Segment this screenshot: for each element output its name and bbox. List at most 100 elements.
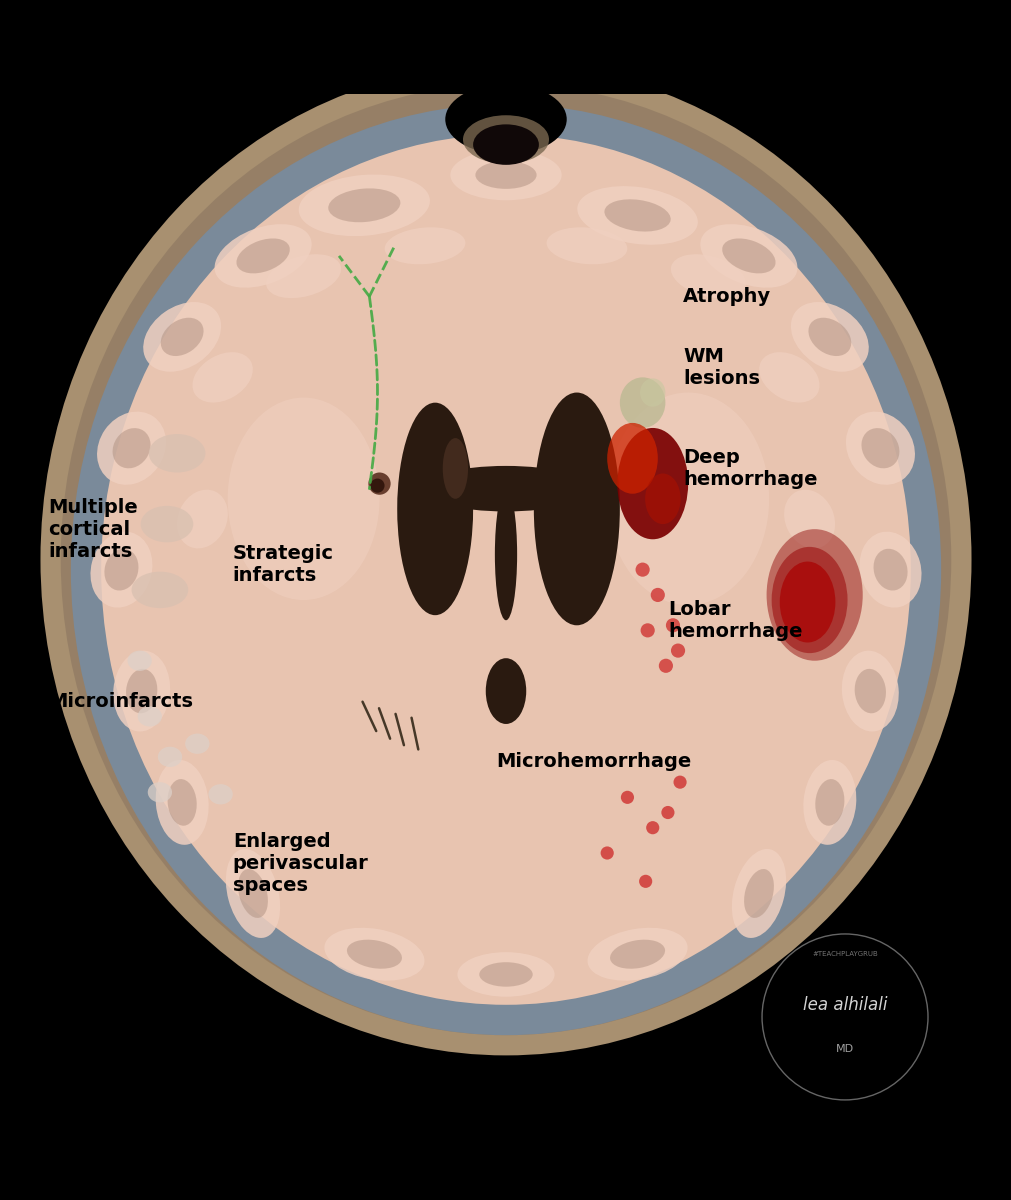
Text: Microhemorrhage: Microhemorrhage — [495, 752, 691, 772]
Ellipse shape — [854, 668, 885, 713]
Circle shape — [670, 643, 684, 658]
Ellipse shape — [158, 746, 182, 767]
Text: lea alhilali: lea alhilali — [802, 996, 887, 1014]
Ellipse shape — [607, 392, 768, 605]
Ellipse shape — [347, 940, 401, 968]
Ellipse shape — [127, 650, 152, 671]
Ellipse shape — [266, 254, 341, 298]
Ellipse shape — [144, 302, 220, 372]
Ellipse shape — [71, 104, 940, 1036]
Text: Lobar
hemorrhage: Lobar hemorrhage — [667, 600, 802, 641]
Ellipse shape — [238, 869, 268, 918]
Circle shape — [600, 846, 613, 859]
Ellipse shape — [841, 650, 898, 732]
Ellipse shape — [479, 962, 532, 986]
Ellipse shape — [420, 466, 591, 511]
Ellipse shape — [743, 869, 773, 918]
Ellipse shape — [185, 733, 209, 754]
Ellipse shape — [791, 302, 867, 372]
Ellipse shape — [298, 174, 430, 236]
Text: WM
lesions: WM lesions — [682, 347, 759, 388]
Ellipse shape — [815, 779, 843, 826]
Ellipse shape — [475, 161, 536, 188]
Ellipse shape — [450, 150, 561, 200]
Ellipse shape — [113, 650, 170, 732]
Ellipse shape — [177, 490, 227, 548]
Ellipse shape — [325, 928, 424, 980]
Ellipse shape — [131, 571, 188, 608]
Text: Deep
hemorrhage: Deep hemorrhage — [682, 448, 817, 488]
Text: Enlarged
perivascular
spaces: Enlarged perivascular spaces — [233, 832, 368, 895]
Ellipse shape — [61, 84, 950, 1036]
Text: Atrophy: Atrophy — [682, 287, 770, 306]
Ellipse shape — [607, 422, 657, 493]
Ellipse shape — [101, 134, 910, 1004]
Ellipse shape — [872, 548, 907, 590]
Ellipse shape — [396, 403, 472, 616]
Ellipse shape — [370, 479, 384, 493]
Ellipse shape — [731, 850, 786, 938]
Circle shape — [661, 806, 673, 820]
Ellipse shape — [700, 224, 797, 288]
Ellipse shape — [617, 428, 687, 539]
Ellipse shape — [168, 779, 196, 826]
Text: Microinfarcts: Microinfarcts — [49, 691, 193, 710]
Ellipse shape — [328, 188, 400, 222]
Ellipse shape — [445, 84, 566, 155]
Ellipse shape — [766, 529, 861, 661]
Ellipse shape — [645, 474, 679, 524]
Circle shape — [650, 588, 664, 602]
Ellipse shape — [803, 760, 855, 845]
Text: Strategic
infarcts: Strategic infarcts — [233, 544, 334, 586]
Ellipse shape — [137, 707, 162, 726]
Ellipse shape — [808, 318, 850, 356]
Ellipse shape — [722, 239, 774, 274]
Ellipse shape — [368, 473, 390, 494]
Ellipse shape — [670, 254, 745, 298]
Circle shape — [665, 618, 679, 632]
Ellipse shape — [494, 488, 517, 620]
Circle shape — [620, 791, 633, 804]
Ellipse shape — [384, 227, 465, 264]
Ellipse shape — [192, 352, 253, 402]
Ellipse shape — [587, 928, 686, 980]
Ellipse shape — [141, 506, 193, 542]
Ellipse shape — [546, 227, 627, 264]
Text: MD: MD — [835, 1044, 853, 1055]
Ellipse shape — [156, 760, 208, 845]
Ellipse shape — [604, 199, 670, 232]
Ellipse shape — [225, 850, 280, 938]
Ellipse shape — [778, 562, 835, 642]
Ellipse shape — [97, 412, 166, 485]
Ellipse shape — [472, 125, 538, 164]
Ellipse shape — [443, 438, 467, 499]
Ellipse shape — [104, 548, 139, 590]
Circle shape — [639, 875, 652, 888]
Ellipse shape — [640, 378, 665, 407]
Ellipse shape — [858, 532, 921, 607]
Ellipse shape — [149, 434, 205, 473]
Circle shape — [635, 563, 649, 577]
Ellipse shape — [208, 784, 233, 804]
Circle shape — [658, 659, 672, 673]
Ellipse shape — [40, 64, 971, 1056]
Ellipse shape — [227, 397, 379, 600]
Text: Multiple
cortical
infarcts: Multiple cortical infarcts — [49, 498, 139, 560]
Ellipse shape — [576, 186, 698, 245]
Ellipse shape — [845, 412, 914, 485]
Ellipse shape — [214, 224, 311, 288]
Ellipse shape — [619, 377, 665, 428]
Circle shape — [646, 821, 659, 834]
Text: #TEACHPLAYGRUB: #TEACHPLAYGRUB — [812, 952, 877, 958]
Ellipse shape — [533, 392, 619, 625]
Ellipse shape — [770, 547, 847, 653]
Circle shape — [673, 775, 685, 788]
Ellipse shape — [610, 940, 664, 968]
Ellipse shape — [860, 428, 899, 468]
Ellipse shape — [457, 952, 554, 997]
Ellipse shape — [462, 115, 548, 164]
Ellipse shape — [112, 428, 151, 468]
Ellipse shape — [784, 490, 834, 548]
Ellipse shape — [237, 239, 289, 274]
Ellipse shape — [126, 668, 157, 713]
